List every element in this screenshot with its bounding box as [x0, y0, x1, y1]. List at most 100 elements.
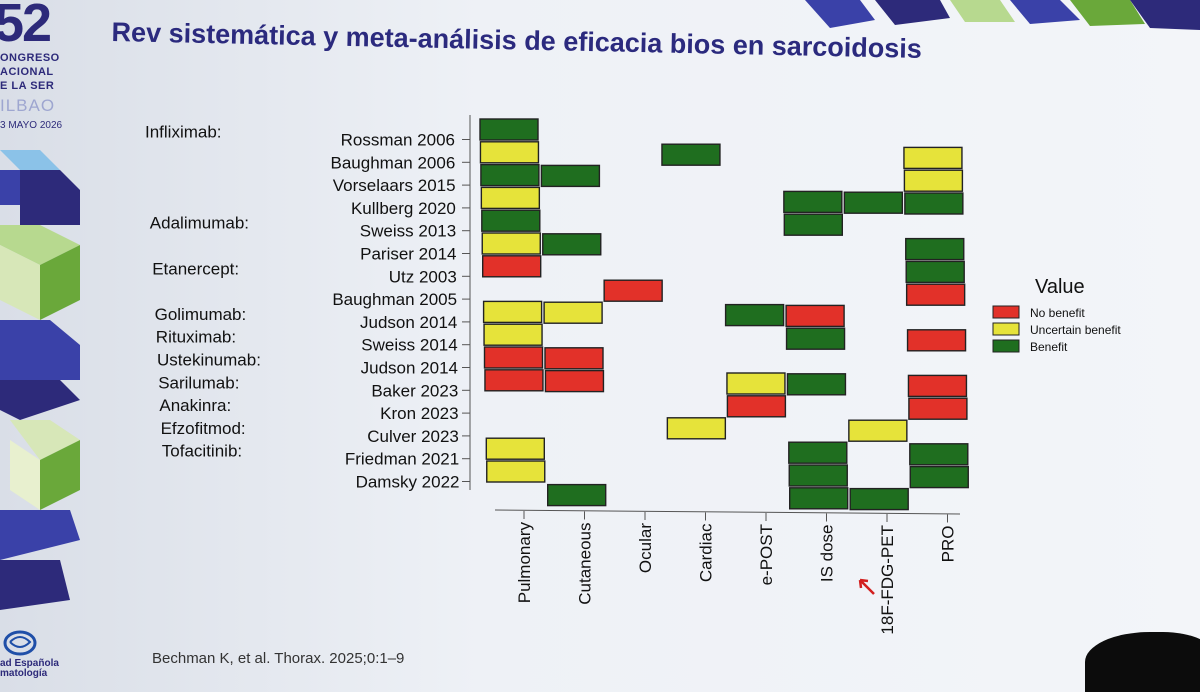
heatmap-cell: [666, 417, 727, 440]
study-label: Baughman 2005: [332, 290, 457, 309]
legend-title: Value: [1035, 276, 1085, 298]
heatmap-cell: [544, 347, 604, 370]
x-category-label: 18F-FDG-PET: [878, 525, 897, 635]
study-label: Rossman 2006: [341, 131, 455, 150]
society-logo-line-2: matología: [0, 668, 48, 679]
study-label: Sweiss 2013: [360, 222, 456, 241]
drug-label: Tofacitinib:: [162, 442, 242, 461]
heatmap-cell: [848, 419, 908, 442]
heatmap-cell: [905, 260, 965, 284]
legend-swatch: [992, 305, 1020, 319]
study-label: Friedman 2021: [345, 450, 459, 469]
heatmap-cell: [479, 118, 539, 141]
heatmap-cell: [785, 327, 846, 350]
heatmap-cell: [483, 346, 544, 369]
heatmap-chart: Rossman 2006 Infliximab: Baughman 2006 Vors…: [145, 115, 1121, 635]
heatmap-cell: [788, 441, 848, 464]
study-label: Utz 2003: [389, 267, 457, 286]
decorative-cubes: [0, 150, 80, 610]
heatmap-cell: [843, 191, 904, 214]
heatmap-cell: [481, 232, 541, 255]
heatmap-cell: [905, 283, 966, 306]
study-label: Judson 2014: [360, 313, 457, 332]
heatmap-cell: [904, 192, 964, 215]
heatmap-cell: [480, 163, 540, 187]
congress-city: ILBAO: [0, 96, 56, 115]
drug-label: Sarilumab:: [158, 373, 239, 392]
congress-date: 3 MAYO 2026: [0, 120, 63, 131]
heatmap-cell: [905, 237, 965, 261]
heatmap-cell: [479, 141, 540, 164]
society-logo-icon: [3, 630, 37, 656]
drug-label: Anakinra:: [159, 396, 231, 415]
x-category-label: e-POST: [757, 524, 776, 585]
legend-label: Uncertain benefit: [1030, 323, 1121, 337]
congress-line-2: ACIONAL: [0, 66, 54, 78]
x-axis-line: [494, 509, 961, 515]
heatmap-cell: [480, 186, 541, 210]
heatmap-cell: [786, 373, 847, 396]
heatmap-cell: [903, 169, 964, 192]
study-label: Pariser 2014: [360, 245, 456, 264]
x-category-label: Cutaneous: [576, 523, 595, 605]
study-label: Damsky 2022: [356, 473, 460, 492]
study-label: Vorselaars 2015: [333, 176, 456, 195]
heatmap-cell: [661, 143, 721, 166]
pointer-arrow-icon: [858, 578, 875, 595]
heatmap-cell: [726, 395, 787, 418]
x-category-label: IS dose: [818, 525, 837, 583]
heatmap-cell: [783, 213, 843, 236]
heatmap-cell: [724, 303, 785, 327]
heatmap-cell: [482, 255, 542, 278]
study-label: Culver 2023: [367, 427, 459, 446]
heatmap-cell: [783, 190, 843, 214]
decorative-banner: [805, 0, 1200, 30]
study-label: Baughman 2006: [331, 153, 456, 172]
heatmap-cell: [540, 164, 601, 188]
legend-label: No benefit: [1030, 306, 1085, 320]
heatmap-cell: [542, 233, 602, 256]
heatmap-cell: [909, 443, 969, 466]
heatmap-cell: [907, 374, 968, 398]
drug-label: Ustekinumab:: [157, 351, 261, 370]
heatmap-cell: [543, 301, 603, 324]
study-label: Judson 2014: [361, 359, 458, 378]
x-category-label: PRO: [939, 526, 958, 563]
heatmap-cell: [909, 465, 969, 489]
x-category-label: Pulmonary: [515, 522, 534, 604]
legend-swatch: [992, 322, 1020, 336]
drug-label: Adalimumab:: [150, 214, 249, 233]
legend-label: Benefit: [1030, 340, 1068, 354]
congress-branding: [0, 0, 90, 675]
drug-label: Rituximab:: [156, 328, 236, 347]
heatmap-cell: [603, 279, 663, 302]
heatmap-cell: [849, 487, 909, 511]
heatmap-cell: [906, 329, 967, 352]
drug-label: Etanercept:: [152, 259, 239, 278]
drug-label: Golimumab:: [155, 305, 247, 324]
heatmap-cell: [789, 487, 849, 510]
study-label: Kullberg 2020: [351, 199, 456, 218]
heatmap-cell: [484, 369, 544, 392]
x-category-label: Cardiac: [697, 523, 716, 582]
heatmap-cell: [788, 464, 848, 487]
x-category-label: Ocular: [636, 523, 655, 573]
citation: Bechman K, et al. Thorax. 2025;0:1–9: [152, 650, 405, 667]
heatmap-cell: [485, 437, 545, 460]
heatmap-svg: Rossman 2006 Infliximab: Baughman 2006 Vors…: [145, 115, 1121, 635]
study-label: Sweiss 2014: [361, 336, 457, 355]
heatmap-cell: [726, 372, 786, 395]
legend-swatch: [992, 339, 1020, 353]
congress-line-3: E LA SER: [0, 80, 55, 92]
heatmap-cell: [903, 146, 963, 170]
heatmap-cell: [544, 369, 605, 393]
heatmap-cell: [483, 323, 543, 346]
drug-label: Infliximab:: [145, 123, 222, 142]
congress-number: 52: [0, 0, 52, 53]
heatmap-cell: [785, 304, 845, 328]
heatmap-cell: [481, 209, 541, 232]
heatmap-cell: [908, 397, 968, 420]
heatmap-cell: [482, 300, 543, 324]
study-label: Baker 2023: [371, 381, 458, 400]
drug-label: Efzofitmod:: [161, 419, 246, 438]
